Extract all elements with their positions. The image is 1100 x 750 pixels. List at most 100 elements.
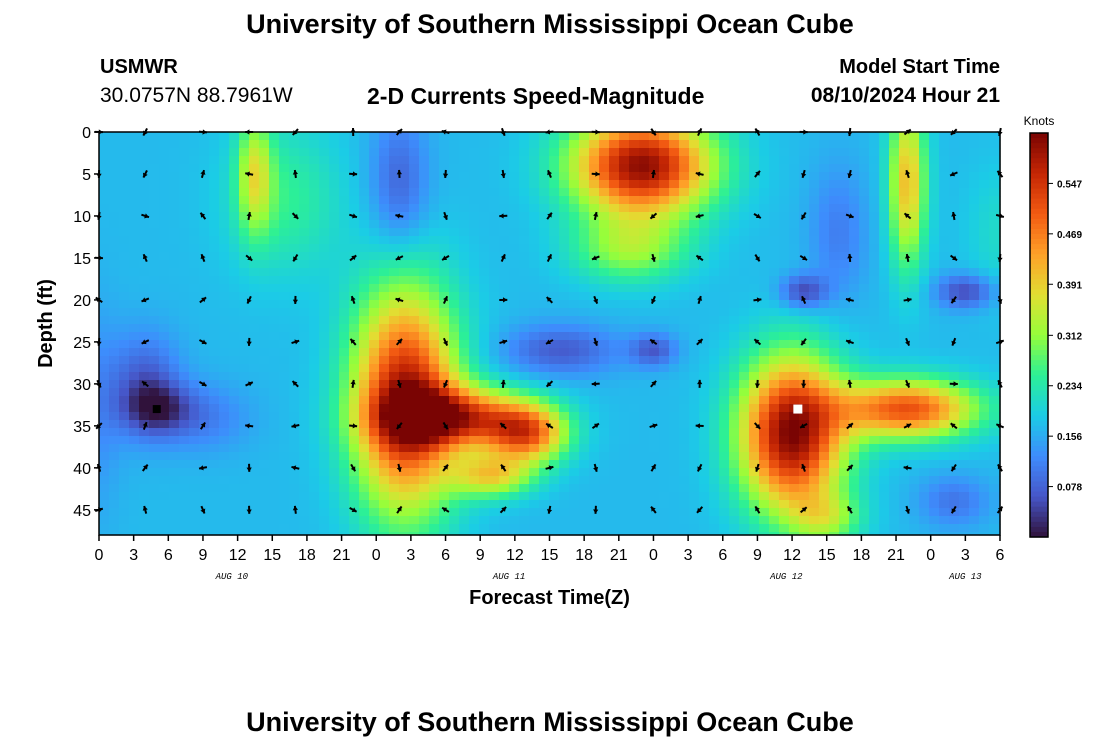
- current-arrowhead: [142, 254, 148, 260]
- current-arrowhead: [247, 381, 253, 387]
- current-arrowhead: [546, 297, 552, 302]
- current-arrowhead: [396, 466, 402, 472]
- current-arrowhead: [845, 297, 851, 303]
- colorbar-label: Knots: [1024, 114, 1055, 128]
- current-arrowhead: [351, 255, 357, 261]
- current-arrowhead: [697, 379, 703, 385]
- current-arrowhead: [591, 381, 597, 387]
- current-arrowhead: [547, 170, 553, 176]
- current-arrowhead: [200, 508, 206, 514]
- station-name: USMWR: [100, 56, 178, 78]
- current-arrowhead: [142, 505, 148, 511]
- current-arrowhead: [350, 296, 356, 302]
- current-arrowhead: [755, 170, 760, 176]
- x-tick-label: 3: [406, 547, 415, 564]
- current-arrowhead: [141, 339, 147, 345]
- current-arrowhead: [351, 507, 357, 512]
- x-tick-label: 3: [684, 547, 693, 564]
- y-tick-label: 40: [73, 461, 91, 478]
- x-tick-label: 21: [333, 547, 351, 564]
- x-tick-label: 18: [298, 547, 316, 564]
- current-arrowhead: [546, 381, 552, 387]
- x-tick-label: 18: [575, 547, 593, 564]
- current-arrowhead: [246, 298, 252, 304]
- current-arrowhead: [293, 256, 298, 262]
- current-arrowhead: [546, 339, 552, 345]
- current-arrowhead: [905, 382, 910, 388]
- current-arrowhead: [142, 422, 148, 428]
- current-arrowhead: [651, 298, 656, 304]
- current-arrowhead: [651, 464, 656, 470]
- current-arrowhead: [650, 170, 657, 175]
- current-arrowhead: [442, 173, 449, 178]
- current-arrowhead: [953, 381, 958, 387]
- current-arrowhead: [142, 172, 148, 178]
- current-arrowhead: [245, 423, 250, 429]
- date-label: AUG 11: [492, 572, 525, 582]
- y-tick-label: 25: [73, 335, 91, 352]
- y-axis-label: Depth (ft): [35, 279, 57, 368]
- current-arrowhead: [950, 171, 956, 177]
- current-arrowhead: [593, 466, 599, 472]
- x-tick-label: 6: [996, 547, 1005, 564]
- x-tick-label: 6: [718, 547, 727, 564]
- current-arrowhead: [142, 464, 148, 470]
- x-tick-label: 12: [229, 547, 247, 564]
- current-arrowhead: [291, 423, 297, 429]
- current-arrowhead: [593, 298, 599, 304]
- current-arrowhead: [951, 298, 957, 304]
- current-arrowhead: [801, 383, 807, 388]
- x-tick-label: 6: [441, 547, 450, 564]
- current-arrowhead: [802, 255, 808, 261]
- current-arrowhead: [695, 213, 701, 219]
- current-arrowhead: [906, 297, 912, 303]
- current-arrowhead: [291, 465, 297, 471]
- current-arrowhead: [906, 423, 912, 429]
- colorbar-tick-label: 0.312: [1057, 331, 1082, 342]
- current-arrowhead: [442, 255, 448, 261]
- current-arrowhead: [847, 253, 853, 259]
- current-arrowhead: [755, 466, 760, 472]
- current-arrowhead: [652, 423, 658, 429]
- x-tick-label: 3: [961, 547, 970, 564]
- colorbar-tick-label: 0.156: [1057, 432, 1082, 443]
- current-arrowhead: [650, 339, 656, 345]
- current-arrowhead: [801, 340, 806, 346]
- current-arrowhead: [246, 212, 252, 217]
- page-title: University of Southern Mississippi Ocean…: [246, 9, 854, 39]
- current-arrowhead: [593, 340, 599, 346]
- footer-title: University of Southern Mississippi Ocean…: [246, 707, 854, 737]
- current-arrowhead: [801, 214, 807, 220]
- current-arrowhead: [200, 254, 206, 260]
- current-arrowhead: [696, 255, 702, 261]
- current-arrowhead: [141, 297, 147, 303]
- current-arrowhead: [548, 465, 554, 471]
- current-arrowhead: [696, 507, 702, 513]
- current-arrowhead: [801, 507, 807, 512]
- current-arrowhead: [846, 339, 851, 345]
- current-arrowhead: [292, 505, 298, 511]
- current-arrowhead: [395, 213, 401, 219]
- current-arrowhead: [352, 213, 357, 219]
- current-arrowhead: [950, 423, 956, 429]
- x-tick-label: 9: [199, 547, 208, 564]
- current-arrowhead: [500, 423, 506, 428]
- current-arrowhead: [697, 296, 703, 301]
- current-arrowhead: [546, 423, 552, 429]
- current-arrowhead: [650, 213, 656, 219]
- current-arrowhead: [847, 379, 853, 385]
- current-arrowhead: [755, 213, 761, 219]
- x-tick-label: 3: [129, 547, 138, 564]
- current-arrowhead: [951, 508, 957, 514]
- current-arrowhead: [500, 173, 506, 178]
- current-arrowhead: [651, 380, 657, 386]
- current-arrowhead: [246, 341, 252, 346]
- current-arrowhead: [245, 171, 250, 177]
- plot-title: 2-D Currents Speed-Magnitude: [367, 83, 705, 109]
- current-arrowhead: [547, 212, 552, 218]
- current-arrowhead: [443, 340, 448, 346]
- current-arrowhead: [246, 467, 252, 472]
- x-tick-label: 9: [753, 547, 762, 564]
- current-arrowhead: [905, 340, 910, 346]
- current-arrowhead: [142, 381, 148, 387]
